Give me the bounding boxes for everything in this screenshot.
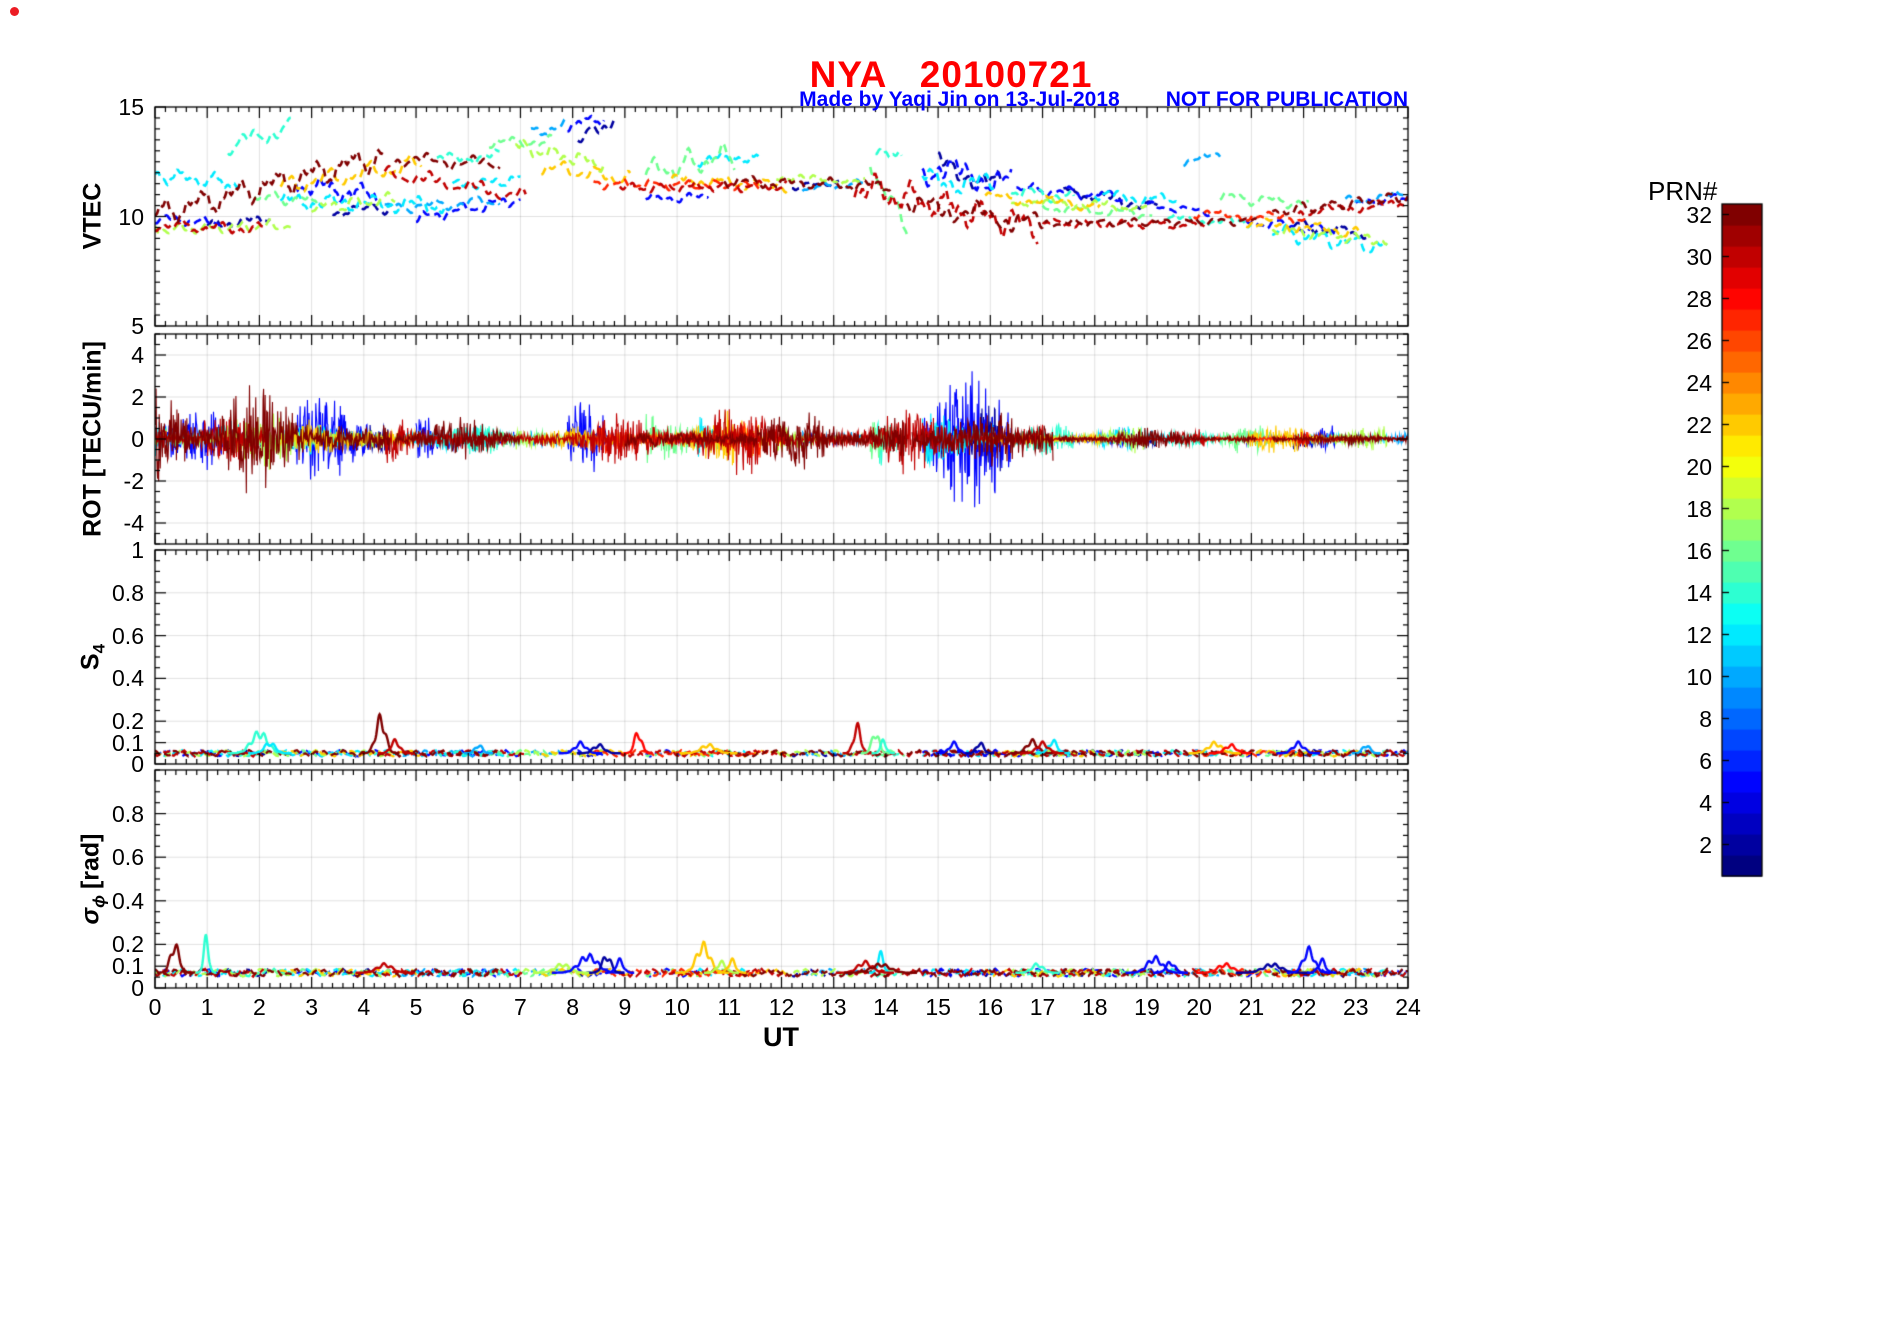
tick-label: 2 [1699, 831, 1712, 858]
tick-label: 0.4 [112, 887, 144, 914]
tick-label: 0.6 [112, 622, 144, 649]
tick-label: 32 [1686, 201, 1712, 228]
tick-label: 20 [1686, 453, 1712, 480]
tick-label: 0 [148, 994, 162, 1020]
tick-label: 0 [131, 975, 144, 1001]
tick-label: 18 [1081, 994, 1108, 1020]
xlabel-ut: UT [763, 1022, 799, 1052]
chart-title: NYA 20100721 [809, 54, 1093, 95]
tick-label: 12 [768, 994, 795, 1020]
tick-label: 10 [118, 203, 144, 230]
tick-label: 12 [1686, 621, 1712, 648]
tick-label: 17 [1029, 994, 1056, 1020]
tick-label: 8 [566, 994, 580, 1020]
tick-label: 4 [1699, 789, 1712, 816]
tick-label: 6 [461, 994, 475, 1020]
tick-label: 14 [1686, 579, 1712, 606]
tick-label: 0.2 [112, 931, 144, 958]
tick-label: 22 [1686, 411, 1712, 438]
credit-made-by: Made by Yaqi Jin on 13-Jul-2018 [799, 88, 1120, 111]
tick-label: 16 [1686, 537, 1712, 564]
tick-label: 5 [409, 994, 423, 1020]
tick-label: 18 [1686, 495, 1712, 522]
tick-label: 20 [1186, 994, 1212, 1020]
tick-label: 4 [131, 342, 144, 368]
tick-label: 0.1 [112, 729, 144, 756]
tick-label: 0 [131, 751, 144, 777]
colorbar-title: PRN# [1648, 176, 1718, 206]
tick-label: 16 [977, 994, 1004, 1020]
tick-label: 11 [717, 994, 742, 1020]
tick-label: 4 [357, 994, 371, 1020]
tick-label: 26 [1686, 327, 1712, 354]
tick-label: 10 [664, 994, 690, 1020]
tick-label: -4 [123, 510, 144, 536]
tick-label: 23 [1342, 994, 1369, 1020]
tick-label: 0.8 [112, 800, 144, 827]
tick-label: 15 [925, 994, 951, 1020]
tick-label: 8 [1699, 705, 1712, 732]
tick-label: 0 [131, 426, 144, 452]
tick-label: 30 [1686, 243, 1712, 270]
tick-label: 7 [514, 994, 527, 1020]
tick-label: 15 [118, 94, 144, 120]
tick-label: 9 [618, 994, 632, 1020]
tick-label: 24 [1686, 369, 1712, 396]
tick-label: 24 [1395, 994, 1421, 1020]
tick-label: -2 [123, 468, 144, 494]
tick-label: 5 [131, 313, 144, 339]
tick-label: 28 [1686, 285, 1712, 312]
tick-label: 10 [1686, 663, 1712, 690]
tick-label: 3 [305, 994, 319, 1020]
tick-label: 1 [200, 994, 214, 1020]
tick-label: 22 [1290, 994, 1317, 1020]
tick-label: 14 [873, 994, 899, 1020]
credit-line: Made by Yaqi Jin on 13-Jul-2018 NOT FOR … [799, 88, 1408, 112]
tick-label: 0.2 [112, 708, 144, 735]
tick-label: 1 [131, 537, 144, 563]
tick-label: 19 [1134, 994, 1160, 1020]
tick-label: 0.8 [112, 579, 144, 606]
tick-label: 13 [820, 994, 847, 1020]
tick-label: 21 [1238, 994, 1265, 1020]
credit-notice: NOT FOR PUBLICATION [1165, 88, 1408, 111]
tick-label: 2 [253, 994, 266, 1020]
tick-label: 0.4 [112, 665, 144, 692]
tick-label: 2 [131, 384, 144, 410]
tick-label: 0.6 [112, 844, 144, 871]
tick-label: 0.1 [112, 953, 144, 980]
tick-label: 6 [1699, 747, 1712, 774]
